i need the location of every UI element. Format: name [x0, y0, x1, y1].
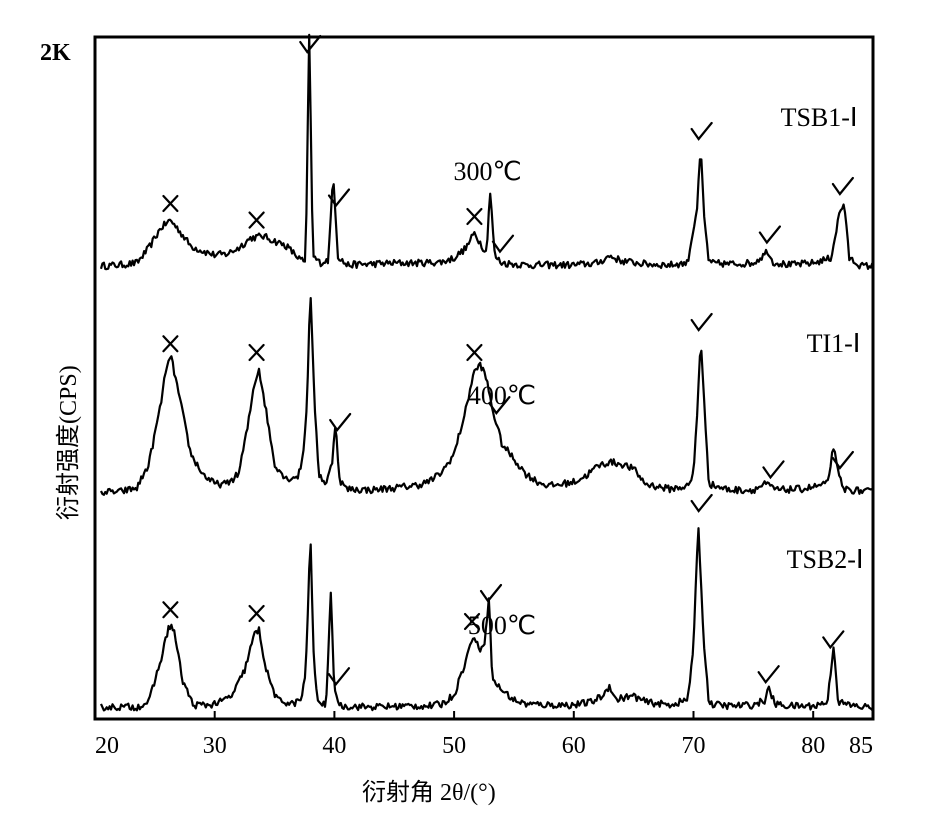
- x-ticks-group: 20 30 40 50 60 70 80 85: [94, 711, 874, 759]
- annotation-2: 300℃: [453, 157, 521, 186]
- check-marker-4: [327, 188, 351, 208]
- x-axis-label: 衍射角 2θ/(°): [362, 779, 496, 806]
- annotation-3: TI1-Ⅰ: [807, 329, 861, 358]
- series-line-3: [99, 527, 874, 712]
- y-axis-label: 衍射强度(CPS): [55, 365, 82, 520]
- cross-marker-13: [466, 343, 483, 362]
- x-tick-label-40: 40: [322, 733, 346, 759]
- check-marker-25: [822, 630, 845, 650]
- check-marker-9: [831, 176, 854, 196]
- peak-markers-group: [162, 34, 854, 687]
- x-tick-label-20: 20: [95, 733, 119, 759]
- check-marker-3: [299, 34, 322, 54]
- check-marker-16: [762, 460, 785, 480]
- check-marker-20: [327, 667, 351, 687]
- scale-label: 2K: [40, 40, 71, 66]
- check-marker-17: [831, 450, 854, 470]
- series-line-1: [99, 33, 874, 271]
- check-marker-15: [690, 312, 713, 332]
- x-tick-label-85: 85: [849, 733, 873, 759]
- check-marker-22: [479, 583, 503, 603]
- x-tick-label-50: 50: [442, 733, 466, 759]
- traces-group: [99, 33, 874, 712]
- annotation-6: 500℃: [468, 611, 536, 640]
- cross-marker-18: [162, 601, 179, 619]
- cross-marker-10: [162, 335, 179, 353]
- annotation-1: TSB1-Ⅰ: [781, 103, 858, 132]
- x-tick-label-80: 80: [801, 733, 825, 759]
- check-marker-14: [488, 396, 511, 415]
- check-marker-24: [757, 665, 780, 685]
- cross-marker-2: [248, 211, 265, 229]
- check-marker-23: [690, 493, 713, 513]
- check-marker-12: [329, 412, 352, 432]
- x-tick-label-70: 70: [682, 733, 706, 759]
- cross-marker-5: [466, 207, 483, 226]
- annotations-group: TSB1-Ⅰ 300℃ TI1-Ⅰ 400℃ TSB2-Ⅰ 500℃: [453, 103, 863, 640]
- annotation-5: TSB2-Ⅰ: [787, 545, 864, 574]
- check-marker-8: [758, 225, 781, 245]
- x-tick-label-30: 30: [203, 733, 227, 759]
- check-marker-6: [491, 234, 515, 254]
- cross-marker-11: [248, 343, 265, 362]
- cross-marker-21: [463, 612, 481, 631]
- series-line-2: [100, 297, 873, 496]
- check-marker-7: [690, 121, 713, 141]
- annotation-4: 400℃: [468, 381, 536, 410]
- cross-marker-19: [248, 604, 265, 623]
- cross-marker-1: [162, 194, 179, 213]
- plot-frame: [93, 35, 875, 721]
- x-tick-label-60: 60: [562, 733, 586, 759]
